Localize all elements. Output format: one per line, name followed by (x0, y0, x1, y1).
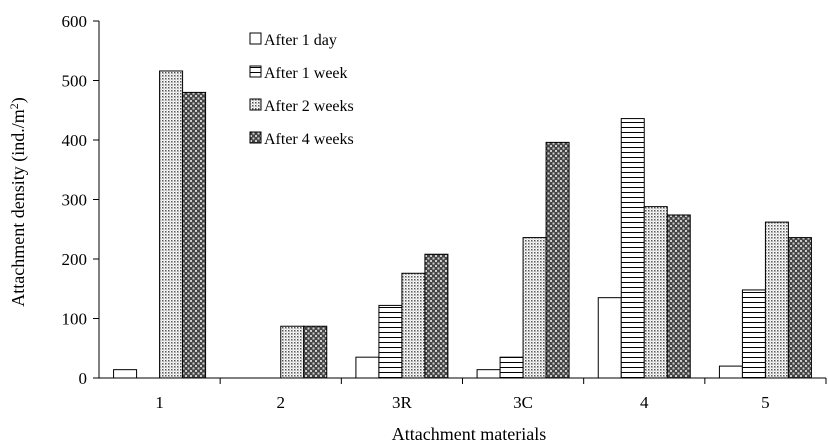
bar-white (597, 297, 622, 379)
y-tick-label: 600 (62, 12, 88, 31)
bar-horizontal (499, 356, 524, 379)
bar-dots (159, 70, 184, 379)
bar-crosshatch (182, 91, 207, 379)
bar-crosshatch (666, 214, 691, 379)
bar-white (476, 369, 501, 379)
bar-crosshatch (545, 141, 570, 379)
x-tick-label: 5 (761, 393, 770, 412)
x-axis-title: Attachment materials (392, 424, 546, 444)
legend-label: After 1 week (264, 65, 348, 82)
bar-dots (401, 272, 426, 379)
y-axis-title: Attachment density (ind./m2) (7, 97, 29, 306)
y-tick-label: 0 (79, 369, 88, 388)
bar-horizontal (620, 118, 645, 379)
x-tick-label: 3C (513, 393, 533, 412)
bar-dots (764, 221, 789, 379)
legend-label: After 4 weeks (264, 131, 354, 148)
legend-label: After 2 weeks (264, 98, 354, 115)
legend-swatch (249, 65, 262, 78)
bar-horizontal (378, 304, 403, 379)
y-tick-label: 200 (62, 250, 88, 269)
bar-horizontal (741, 289, 766, 379)
bar-crosshatch (303, 325, 328, 379)
bar-dots (522, 237, 547, 379)
bar-white (113, 369, 138, 379)
bar-dots (643, 206, 668, 379)
bar-crosshatch (787, 237, 812, 379)
x-tick-label: 2 (277, 393, 286, 412)
y-tick-label: 300 (62, 191, 88, 210)
legend-swatch (249, 98, 262, 111)
bar-white (355, 356, 380, 379)
y-tick-label: 500 (62, 72, 88, 91)
plot-area: 0 100 200 300 400 500 600 1 2 3R 3C 4 5 (62, 12, 827, 412)
y-tick-label: 400 (62, 131, 88, 150)
bar-white (718, 365, 743, 379)
legend: After 1 day After 1 week After 2 weeks Afte… (249, 32, 354, 148)
legend-label: After 1 day (264, 32, 337, 49)
bar-dots (280, 325, 305, 379)
legend-swatch (249, 32, 262, 45)
legend-swatch (249, 131, 262, 144)
x-tick-label: 3R (392, 393, 413, 412)
bar-crosshatch (424, 253, 449, 379)
x-tick-label: 1 (155, 393, 164, 412)
y-tick-label: 100 (62, 310, 88, 329)
x-tick-label: 4 (640, 393, 649, 412)
